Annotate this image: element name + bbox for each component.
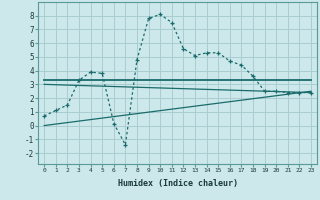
X-axis label: Humidex (Indice chaleur): Humidex (Indice chaleur) xyxy=(118,179,238,188)
